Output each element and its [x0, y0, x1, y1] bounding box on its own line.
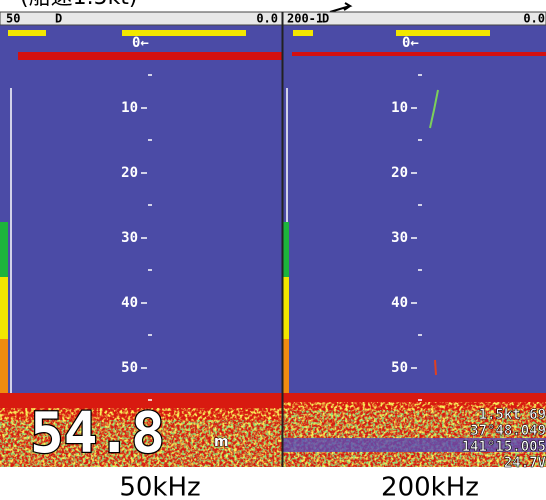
caption: 50kHz	[119, 473, 200, 500]
depth-label: 30	[391, 230, 408, 246]
frequency: 200-1	[287, 12, 323, 26]
depth-label: 20	[391, 165, 408, 181]
water	[0, 12, 282, 467]
range-bar	[122, 30, 246, 36]
depth-label: 40	[121, 295, 138, 311]
depth-label: 10	[391, 100, 408, 116]
water	[283, 12, 546, 467]
scale-orange	[0, 339, 8, 399]
surface-line	[292, 52, 546, 56]
left-panel: 50 D 0.0 0← 54.8 m	[0, 11, 283, 467]
depth-label: 20	[121, 165, 138, 181]
fish-echo	[429, 89, 439, 129]
depth-scales: 10 20 30 40 50 10 20 30 40 50	[121, 74, 422, 401]
mode: D	[322, 12, 329, 26]
info-line: 141°15.005	[462, 439, 546, 455]
gain-bar	[293, 30, 313, 36]
caption: 200kHz	[381, 473, 479, 500]
zero-marker: 0←	[402, 35, 419, 51]
depth-label: 50	[391, 360, 408, 376]
depth-label: 50	[121, 360, 138, 376]
scale-green	[283, 222, 289, 277]
frequency: 50	[6, 12, 20, 26]
depth-readout: 54.8	[30, 401, 165, 466]
range-bar	[396, 30, 490, 36]
info-line: 1.5kt 69	[479, 407, 546, 423]
scale-yellow	[0, 277, 8, 339]
right-panel: 200-1 D 0.0 0← 1.5kt 6937°48.049141°15.0…	[282, 11, 546, 472]
scale-yellow	[283, 277, 289, 339]
gain-bar	[8, 30, 46, 36]
info-line: 37°48.049	[470, 423, 546, 439]
seabed-green	[0, 420, 282, 467]
surface-line	[18, 52, 282, 60]
value: 0.0	[523, 12, 545, 26]
depth-label: 30	[121, 230, 138, 246]
header-bar	[0, 11, 283, 26]
depth-unit: m	[214, 434, 229, 450]
speed-caption: (船速1.5kt)	[20, 0, 138, 10]
scale-orange	[283, 339, 289, 399]
depth-label: 40	[391, 295, 408, 311]
seabed-layer	[283, 438, 546, 452]
arrow	[329, 2, 353, 13]
value: 0.0	[256, 12, 278, 26]
fish-echo	[434, 359, 437, 376]
depth-label: 10	[121, 100, 138, 116]
scale-green	[0, 222, 8, 277]
mode: D	[55, 12, 62, 26]
zero-marker: 0←	[132, 35, 149, 51]
info-line: 24.7V	[504, 455, 546, 471]
